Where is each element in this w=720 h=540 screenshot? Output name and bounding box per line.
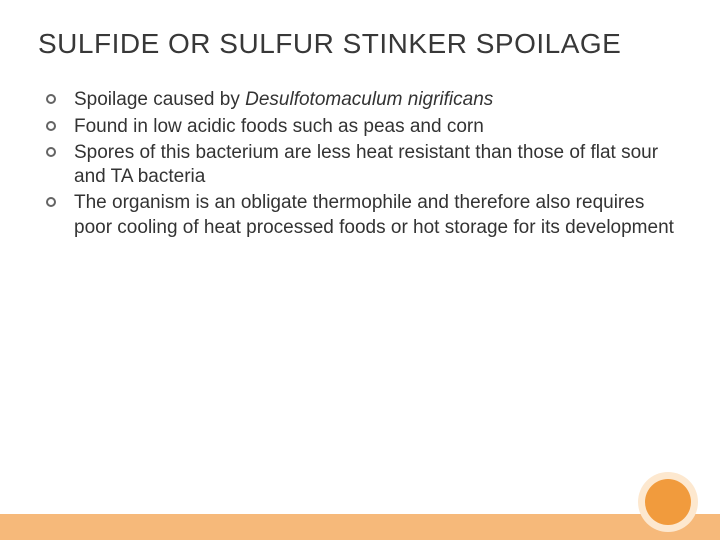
bullet-text-prefix: Spoilage caused by (74, 89, 245, 110)
decor-circle-inner (645, 479, 691, 525)
bullet-icon (46, 121, 56, 131)
bullet-text-prefix: Spores of this bacterium are less heat r… (74, 142, 658, 187)
bullet-list: Spoilage caused by Desulfotomaculum nigr… (38, 88, 682, 240)
bullet-icon (46, 197, 56, 207)
decor-bottom-bar (0, 514, 720, 540)
list-item: Spores of this bacterium are less heat r… (44, 141, 682, 190)
list-item: The organism is an obligate thermophile … (44, 191, 682, 240)
slide-title: SULFIDE OR SULFUR STINKER SPOILAGE (38, 28, 682, 60)
bullet-text-italic: Desulfotomaculum nigrificans (245, 89, 493, 110)
bullet-text-prefix: Found in low acidic foods such as peas a… (74, 116, 484, 137)
list-item: Found in low acidic foods such as peas a… (44, 115, 682, 139)
bullet-icon (46, 94, 56, 104)
list-item: Spoilage caused by Desulfotomaculum nigr… (44, 88, 682, 112)
slide-container: SULFIDE OR SULFUR STINKER SPOILAGE Spoil… (0, 0, 720, 540)
bullet-icon (46, 147, 56, 157)
bullet-text-prefix: The organism is an obligate thermophile … (74, 192, 674, 237)
